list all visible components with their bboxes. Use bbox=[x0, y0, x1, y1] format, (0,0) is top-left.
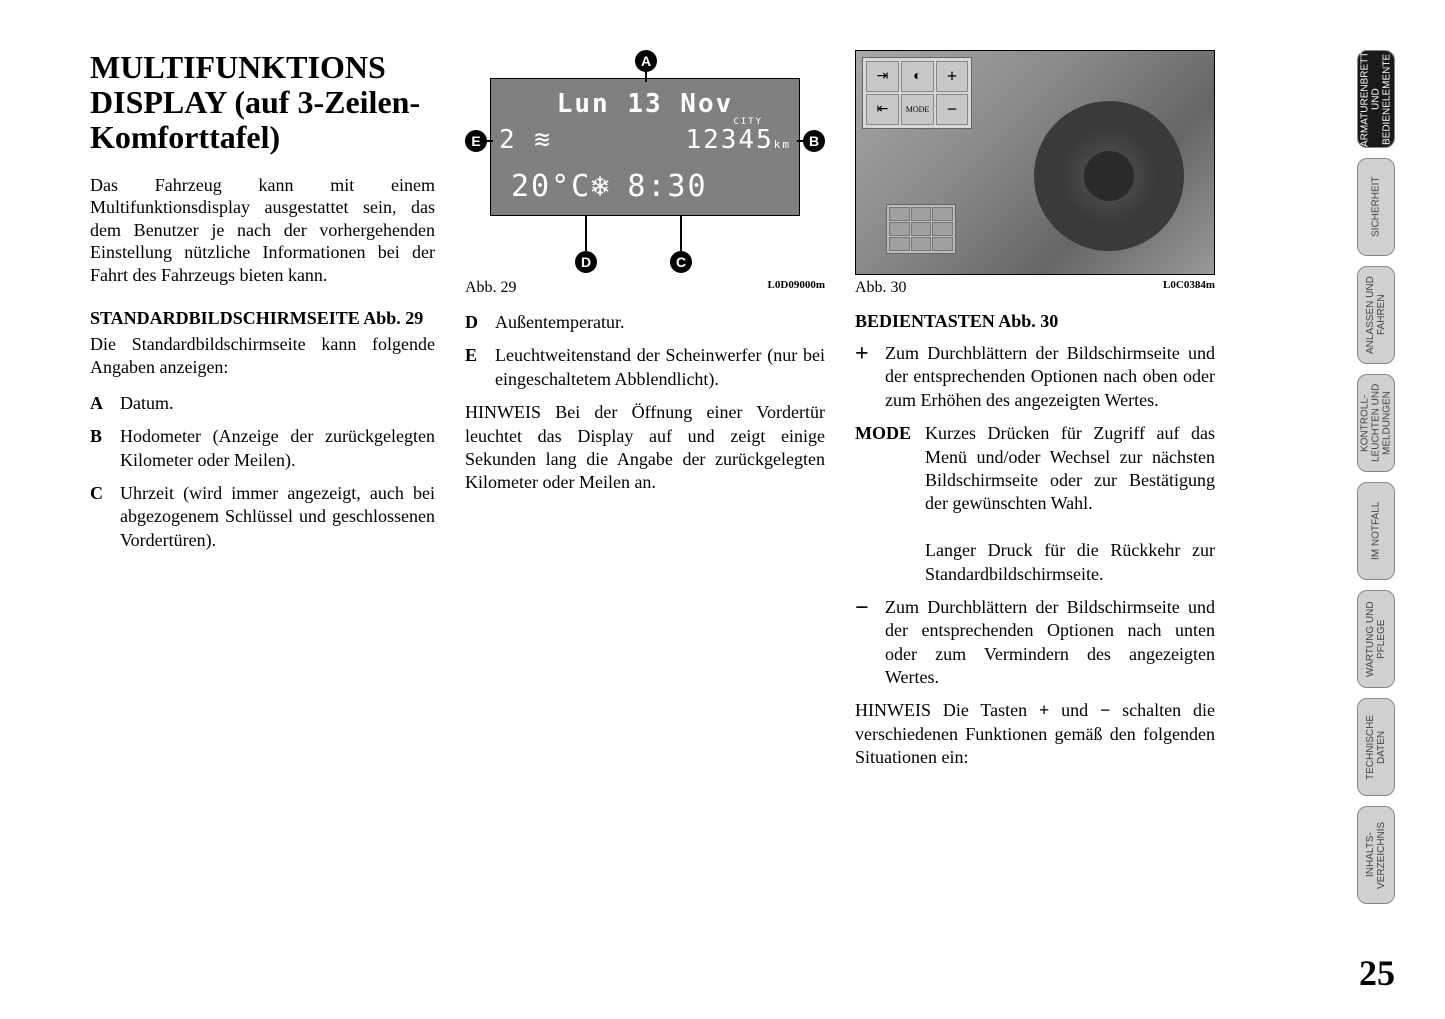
control-minus: − Zum Durchblättern der Bildschirmseite … bbox=[855, 596, 1215, 690]
item-B: B Hodometer (Anzeige der zurückgelegten … bbox=[90, 425, 435, 472]
figure-29-caption: Abb. 29 L0D09000m bbox=[465, 279, 825, 297]
multifunction-display: Lun 13 Nov 2 ≋ CITY 12345km 20°C❄ 8:30 bbox=[490, 78, 800, 216]
figure-code: L0D09000m bbox=[768, 279, 825, 297]
headlight-level: 2 ≋ bbox=[499, 125, 552, 155]
fog-rear-icon: ⇤ bbox=[866, 94, 899, 125]
control-plus: + Zum Durchblättern der Bildschirmseite … bbox=[855, 342, 1215, 412]
hinweis-2: HINWEIS Die Tasten + und − schalten die … bbox=[855, 699, 1215, 769]
tab-anlassen[interactable]: ANLASSEN UND FAHREN bbox=[1357, 266, 1395, 364]
figure-code: L0C0384m bbox=[1163, 279, 1215, 297]
manual-page: MULTIFUNKTIONS DISPLAY (auf 3-Zeilen-Kom… bbox=[0, 0, 1445, 1019]
page-number: 25 bbox=[1359, 952, 1395, 994]
tab-kontrollleuchten[interactable]: KONTROLL-LEUCHTEN UND MELDUNGEN bbox=[1357, 374, 1395, 472]
item-desc: Außentemperatur. bbox=[495, 311, 825, 334]
intro-text: Das Fahrzeug kann mit einem Multifunktio… bbox=[90, 174, 435, 287]
section1-lead: Die Standardbildschirmseite kann folgend… bbox=[90, 333, 435, 380]
steering-wheel-icon bbox=[1034, 101, 1184, 251]
item-letter: D bbox=[465, 311, 485, 334]
display-date: Lun 13 Nov bbox=[491, 89, 799, 119]
callout-E: E bbox=[465, 130, 487, 152]
section1-title: STANDARDBILDSCHIRMSEITE Abb. 29 bbox=[90, 308, 435, 329]
temperature: 20°C❄ bbox=[511, 169, 611, 204]
control-panel: ⇥ ◐ + ⇤ MODE − bbox=[862, 57, 972, 129]
figure-29: Lun 13 Nov 2 ≋ CITY 12345km 20°C❄ 8:30 A… bbox=[465, 50, 825, 275]
item-letter: C bbox=[90, 482, 110, 552]
item-C: C Uhrzeit (wird immer angezeigt, auch be… bbox=[90, 482, 435, 552]
mode-button[interactable]: MODE bbox=[901, 94, 934, 125]
caption-text: Abb. 29 bbox=[465, 279, 517, 297]
item-A: A Datum. bbox=[90, 392, 435, 415]
odometer: 12345km bbox=[685, 125, 791, 155]
item-desc: Uhrzeit (wird immer angezeigt, auch bei … bbox=[120, 482, 435, 552]
tab-sicherheit[interactable]: SICHERHEIT bbox=[1357, 158, 1395, 256]
plus-label: + bbox=[855, 342, 875, 412]
side-tabs: ARMATURENBRETT UND BEDIENELEMENTE SICHER… bbox=[1357, 50, 1395, 904]
hinweis-1: HINWEIS Bei der Öffnung einer Vordertür … bbox=[465, 401, 825, 495]
item-D: D Außentemperatur. bbox=[465, 311, 825, 334]
clock: 8:30 bbox=[627, 169, 707, 204]
display-line2: 2 ≋ CITY 12345km bbox=[499, 125, 791, 155]
display-line3: 20°C❄ 8:30 bbox=[511, 169, 708, 204]
tab-notfall[interactable]: IM NOTFALL bbox=[1357, 482, 1395, 580]
item-E: E Leuchtweitenstand der Scheinwerfer (nu… bbox=[465, 344, 825, 391]
item-letter: E bbox=[465, 344, 485, 391]
section2-title: BEDIENTASTEN Abb. 30 bbox=[855, 311, 1215, 332]
item-letter: B bbox=[90, 425, 110, 472]
callout-C: C bbox=[670, 251, 692, 273]
control-mode: MODE Kurzes Drücken für Zugriff auf das … bbox=[855, 422, 1215, 586]
tab-technische-daten[interactable]: TECHNISCHE DATEN bbox=[1357, 698, 1395, 796]
column-3: ⇥ ◐ + ⇤ MODE − Abb. 30 L0C0384m BEDIENTA… bbox=[855, 50, 1215, 979]
plus-desc: Zum Durchblättern der Bildschirmseite un… bbox=[885, 342, 1215, 412]
item-desc: Hodometer (Anzeige der zurückgelegten Ki… bbox=[120, 425, 435, 472]
item-desc: Datum. bbox=[120, 392, 435, 415]
callout-B: B bbox=[803, 130, 825, 152]
item-desc: Leuchtweitenstand der Scheinwerfer (nur … bbox=[495, 344, 825, 391]
tab-armaturenbrett[interactable]: ARMATURENBRETT UND BEDIENELEMENTE bbox=[1357, 50, 1395, 148]
lower-panel bbox=[886, 204, 956, 254]
tab-wartung[interactable]: WARTUNG UND PFLEGE bbox=[1357, 590, 1395, 688]
callout-D: D bbox=[575, 251, 597, 273]
minus-button[interactable]: − bbox=[936, 94, 968, 125]
city-indicator: CITY bbox=[733, 117, 763, 127]
figure-30-caption: Abb. 30 L0C0384m bbox=[855, 279, 1215, 297]
mode-label: MODE bbox=[855, 422, 915, 586]
column-2: Lun 13 Nov 2 ≋ CITY 12345km 20°C❄ 8:30 A… bbox=[465, 50, 825, 979]
fog-front-icon: ⇥ bbox=[866, 61, 899, 92]
item-letter: A bbox=[90, 392, 110, 415]
figure-30: ⇥ ◐ + ⇤ MODE − bbox=[855, 50, 1215, 275]
callout-A: A bbox=[635, 50, 657, 72]
column-1: MULTIFUNKTIONS DISPLAY (auf 3-Zeilen-Kom… bbox=[90, 50, 435, 979]
mode-desc: Kurzes Drücken für Zugriff auf das Menü … bbox=[925, 422, 1215, 586]
tab-inhaltsverzeichnis[interactable]: INHALTS-VERZEICHNIS bbox=[1357, 806, 1395, 904]
plus-button[interactable]: + bbox=[936, 61, 968, 92]
minus-label: − bbox=[855, 596, 875, 690]
caption-text: Abb. 30 bbox=[855, 279, 907, 297]
light-icon: ◐ bbox=[901, 61, 934, 92]
page-title: MULTIFUNKTIONS DISPLAY (auf 3-Zeilen-Kom… bbox=[90, 50, 435, 156]
minus-desc: Zum Durchblättern der Bildschirmseite un… bbox=[885, 596, 1215, 690]
